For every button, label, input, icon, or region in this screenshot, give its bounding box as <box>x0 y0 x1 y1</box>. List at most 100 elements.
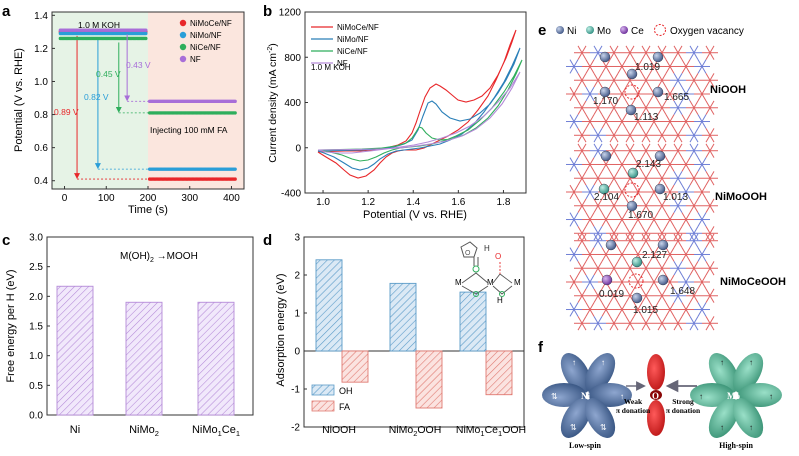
lattice-bond <box>705 100 715 115</box>
lattice-bond <box>673 45 683 60</box>
lattice-bond <box>681 247 691 262</box>
svg-text:↑: ↑ <box>749 358 753 367</box>
lattice-bond <box>625 288 635 303</box>
a-point-before <box>144 36 148 41</box>
lattice-bond <box>569 59 579 74</box>
panel-d-xtick-ooh: OOH <box>502 424 526 436</box>
d-bar-oh <box>315 259 343 352</box>
b-xtick-label: 1.6 <box>451 197 465 208</box>
mo-label: Mo <box>727 391 740 401</box>
lattice-bond <box>633 302 643 317</box>
c-ytick-label: 2.5 <box>29 262 43 273</box>
lattice-bond <box>609 45 619 60</box>
panel-c-xtick-nimo2-sub: 2 <box>155 429 159 438</box>
lattice-bond <box>617 86 627 102</box>
lattice-bond <box>625 226 635 241</box>
lattice-bond <box>593 316 603 331</box>
a-point-after <box>233 99 237 104</box>
lattice-bond <box>617 247 627 262</box>
lattice-bond <box>657 316 667 331</box>
lattice-bond <box>585 274 595 290</box>
inset-o-h-a: O <box>495 252 501 261</box>
panel-c-y-ticks: 0.0 0.5 1.0 1.5 2.0 2.5 3.0 <box>29 233 50 422</box>
lattice-bond <box>569 212 579 227</box>
lattice-bond <box>577 316 587 331</box>
legend-mo-atom <box>586 26 594 34</box>
struct-3-name: NiMoCeOOH <box>720 276 786 288</box>
legend-ce-text: Ce <box>631 26 644 37</box>
ni-label: Ni <box>581 391 590 401</box>
panel-b-legend-nice: NiCe/NF <box>337 47 368 56</box>
c-ytick-label: 3.0 <box>29 233 43 244</box>
lattice-bond <box>697 274 707 290</box>
a-ytick-label: 1.0 <box>34 77 48 88</box>
panel-b-condition: 1.0 M KOH <box>311 63 351 72</box>
lattice-bond <box>665 59 675 74</box>
panel-e-lattices <box>566 45 718 331</box>
ni-atom <box>626 68 638 80</box>
panel-d-xtick-niooh: NiOOH <box>322 424 356 436</box>
panel-b-y-ticks: -400 0 400 800 1200 <box>279 8 308 200</box>
lattice-bond <box>569 247 579 262</box>
inset-h-top: H <box>484 244 490 253</box>
ce-atom <box>601 274 613 286</box>
lattice-bond <box>673 226 683 241</box>
panel-c-title-sub: 2 <box>150 257 154 264</box>
panel-b-x-ticks: 1.0 1.2 1.4 1.6 1.8 <box>316 190 511 208</box>
lattice-bond <box>633 114 643 129</box>
b-ytick-label: 0 <box>295 143 301 154</box>
lattice-bond <box>585 59 595 74</box>
lattice-bond <box>577 261 587 276</box>
panel-c-xtick-ni: Ni <box>70 424 80 436</box>
panel-f-label: f <box>538 339 544 356</box>
lattice-bond <box>569 114 579 129</box>
mo-atom <box>631 256 643 268</box>
legend-vacancy-text: Oxygen vacancy <box>670 26 744 37</box>
a-ytick-label: 1.2 <box>34 44 48 55</box>
strong-label-1: Strong <box>672 397 694 406</box>
panel-d-frame <box>303 236 525 428</box>
lattice-bond <box>569 86 579 102</box>
panel-a-legend-nimo: NiMo/NF <box>190 31 222 40</box>
lattice-bond <box>593 171 603 186</box>
lattice-bond <box>593 45 603 60</box>
lattice-bond <box>697 247 707 262</box>
panel-a-drop-nimo: 0.82 V <box>84 92 109 102</box>
panel-c-ylabel: Free energy per H (eV) <box>5 269 17 382</box>
ni-atom <box>657 274 669 286</box>
lattice-bond <box>585 247 595 262</box>
oxygen-vacancy-marker <box>624 182 640 198</box>
mo-orbital-lobes <box>690 353 782 438</box>
lattice-bond <box>617 114 627 129</box>
struct-2-v3: 1.013 <box>663 192 688 203</box>
lattice-bond <box>689 233 699 248</box>
d-bar-fa <box>415 350 443 409</box>
lattice-bond <box>697 157 707 172</box>
lattice-bond <box>673 198 683 213</box>
lattice-bond <box>593 128 603 143</box>
legend-vacancy-icon <box>654 24 666 36</box>
struct-2-v1: 2.143 <box>636 159 661 170</box>
lattice-bond <box>657 100 667 115</box>
lattice-bond <box>689 288 699 303</box>
panel-a-bg-left <box>52 12 148 189</box>
lattice-bond <box>585 86 595 102</box>
lattice-bond <box>641 198 651 213</box>
a-xtick-label: 100 <box>98 193 115 204</box>
lattice-structure-1 <box>566 45 718 143</box>
lattice-bond <box>681 302 691 317</box>
strong-label-2: π donation <box>666 406 701 415</box>
lattice-bond <box>689 198 699 213</box>
lattice-bond <box>593 261 603 276</box>
lattice-bond <box>601 212 611 227</box>
lattice-bond <box>705 143 715 158</box>
panel-b-ylabel-sup: -2 <box>267 47 274 53</box>
lattice-bond <box>569 274 579 290</box>
lattice-bond <box>577 198 587 213</box>
panel-d-xtick-ce: Ce <box>485 424 499 436</box>
inset-m-3: M <box>514 278 521 287</box>
c-bar-ni <box>56 285 94 416</box>
panel-b-ylabel-close: ) <box>267 43 279 47</box>
struct-1-v3: 1.665 <box>664 92 689 103</box>
lattice-bond <box>569 184 579 200</box>
